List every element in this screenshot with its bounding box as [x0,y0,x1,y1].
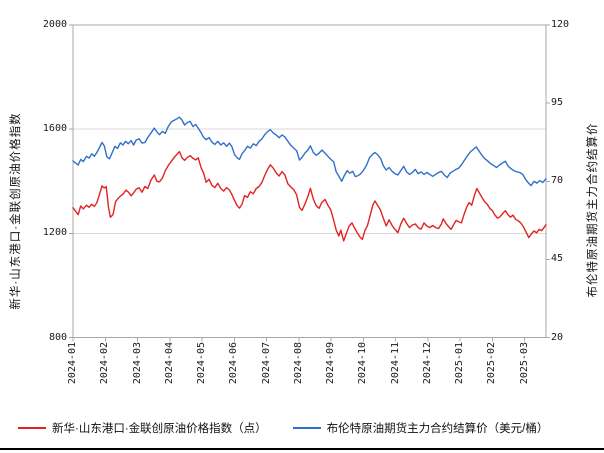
red-line-swatch [18,427,46,429]
legend-label-brent: 布伦特原油期货主力合约结算价（美元/桶） [326,423,549,435]
x-axis-tick-label: 2025-03 [518,342,530,385]
x-axis-tick-label: 2024-12 [421,342,433,385]
x-axis-tick-label: 2025-02 [486,342,498,385]
x-axis-tick-label: 2024-02 [99,342,111,385]
x-axis-tick-label: 2024-03 [131,342,143,385]
x-axis-tick-label: 2024-05 [196,342,208,385]
blue-line-swatch [292,427,321,429]
left-axis-title: 新华·山东港口·金联创原油价格指数 [10,112,22,310]
left-axis-tick-label: 1600 [42,123,67,135]
x-axis-tick-label: 2024-04 [163,342,175,385]
right-axis-tick-label: 45 [551,253,564,265]
left-axis-tick-label: 1200 [42,227,67,239]
brent-series-line [72,116,547,187]
right-axis-tick-label: 20 [551,331,564,343]
legend-item-brent: 布伦特原油期货主力合约结算价（美元/桶） [292,420,549,436]
x-axis-tick-label: 2024-11 [389,342,401,385]
plot-frame [72,24,547,338]
x-axis-tick-label: 2024-10 [357,342,369,385]
x-axis-tick-label: 2024-07 [260,342,272,385]
x-axis-tick-label: 2024-01 [67,342,78,385]
index-series-line [72,150,547,242]
x-axis-tick-label: 2025-01 [454,342,466,385]
x-axis-tick-label: 2024-09 [325,342,337,385]
left-axis-tick-label: 800 [48,331,67,343]
legend-item-index: 新华·山东港口·金联创原油价格指数（点） [18,420,267,436]
right-axis-tick-label: 95 [551,97,564,109]
legend: 新华·山东港口·金联创原油价格指数（点） 布伦特原油期货主力合约结算价（美元/桶… [18,420,548,436]
x-axis-tick-label: 2024-06 [228,342,240,385]
right-axis-tick-label: 120 [551,19,570,30]
x-axis-tick-label: 2024-08 [292,342,304,385]
right-axis-tick-label: 70 [551,175,564,187]
right-axis-title: 布伦特原油期货主力合约结算价 [587,122,599,298]
legend-label-index: 新华·山东港口·金联创原油价格指数（点） [52,423,267,435]
left-axis-tick-label: 2000 [42,19,67,30]
bottom-divider [0,448,604,450]
